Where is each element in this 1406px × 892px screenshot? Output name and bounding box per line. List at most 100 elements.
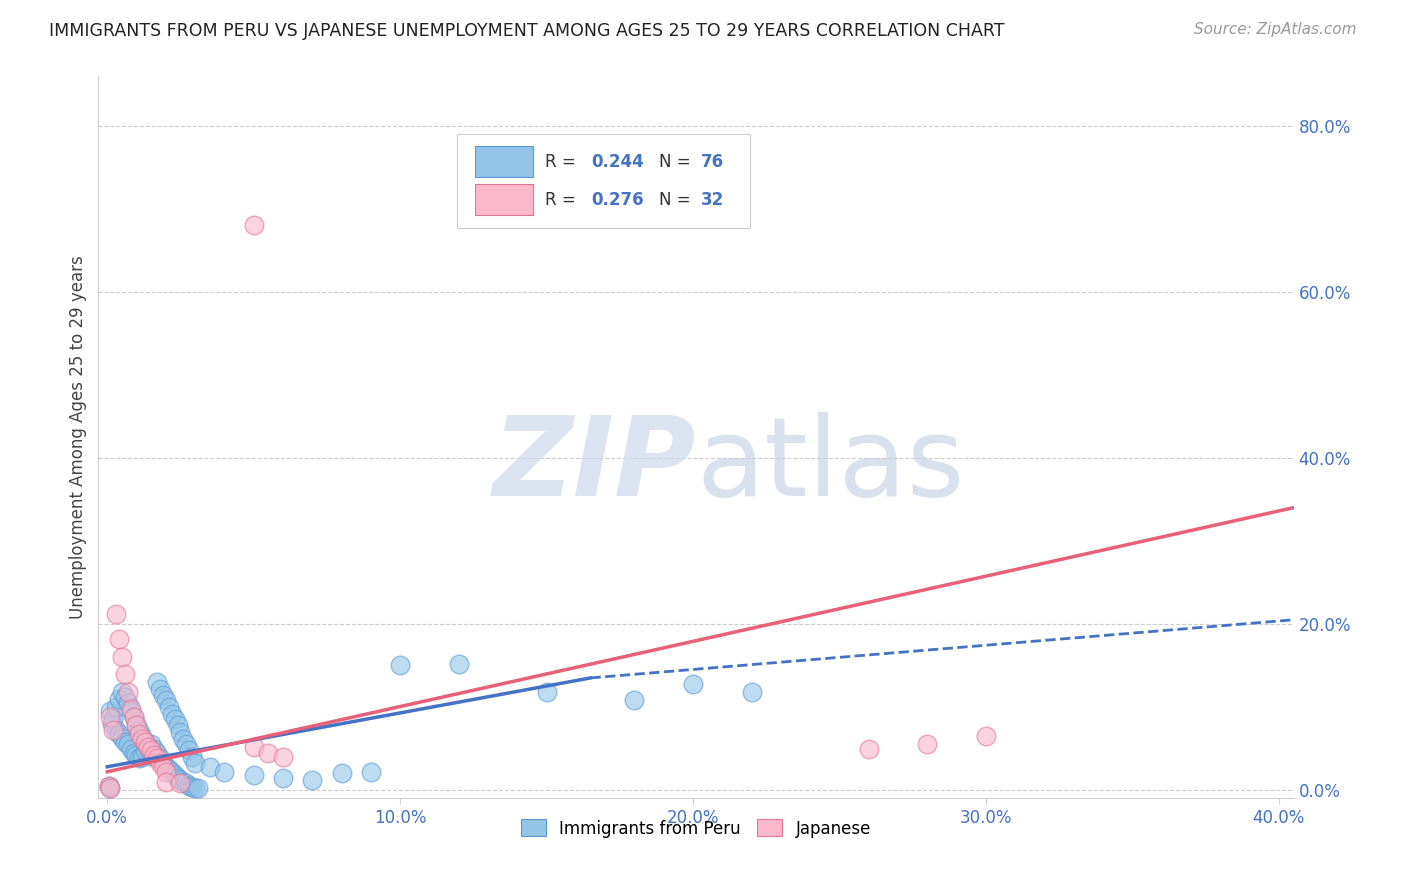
Point [111, 685, 134, 699]
Text: Source: ZipAtlas.com: Source: ZipAtlas.com [1194, 22, 1357, 37]
Point [360, 764, 382, 779]
Point [100, 716, 122, 731]
Point [389, 658, 412, 673]
Point [143, 741, 166, 756]
Point [108, 632, 131, 646]
Text: N =: N = [659, 153, 696, 170]
Text: 0.276: 0.276 [591, 191, 644, 209]
Text: R =: R = [546, 153, 582, 170]
Point [114, 666, 136, 681]
Point [146, 751, 169, 765]
Point [447, 657, 470, 671]
Text: N =: N = [659, 191, 696, 209]
FancyBboxPatch shape [457, 134, 749, 227]
Point [155, 693, 177, 707]
Point [111, 650, 134, 665]
Point [184, 780, 207, 795]
Point [122, 710, 145, 724]
Point [122, 746, 145, 760]
Point [143, 748, 166, 763]
Point [120, 701, 142, 715]
Point [179, 743, 201, 757]
Legend: Immigrants from Peru, Japanese: Immigrants from Peru, Japanese [515, 813, 877, 844]
Point [149, 756, 172, 771]
Point [257, 746, 280, 760]
Point [157, 762, 180, 776]
Point [152, 760, 174, 774]
Point [141, 737, 163, 751]
Point [117, 737, 139, 751]
Text: 0.244: 0.244 [591, 153, 644, 170]
Point [623, 693, 645, 707]
Point [141, 743, 163, 757]
Point [155, 774, 177, 789]
Point [101, 723, 124, 738]
Point [155, 760, 177, 774]
Point [160, 764, 183, 779]
FancyBboxPatch shape [475, 185, 533, 215]
Point [242, 768, 264, 782]
Point [172, 731, 194, 746]
Point [271, 749, 294, 764]
FancyBboxPatch shape [475, 146, 533, 177]
Point [125, 718, 148, 732]
Text: 76: 76 [700, 153, 724, 170]
Point [157, 700, 180, 714]
Text: 32: 32 [700, 191, 724, 209]
Point [117, 696, 139, 710]
Point [166, 771, 188, 785]
Point [214, 764, 236, 779]
Point [128, 723, 150, 738]
Point [741, 685, 763, 699]
Point [166, 718, 188, 732]
Point [131, 729, 153, 743]
Point [131, 731, 153, 746]
Point [98, 780, 121, 795]
Point [152, 688, 174, 702]
Point [271, 771, 294, 785]
Point [301, 773, 323, 788]
Point [163, 713, 186, 727]
Point [149, 681, 172, 696]
Point [105, 700, 127, 714]
Point [125, 748, 148, 763]
Point [169, 773, 191, 788]
Point [134, 735, 156, 749]
Point [122, 710, 145, 724]
Point [242, 219, 264, 233]
Point [114, 735, 136, 749]
Point [105, 607, 127, 621]
Point [97, 779, 120, 793]
Point [105, 723, 127, 738]
Point [146, 746, 169, 760]
Point [163, 768, 186, 782]
Text: atlas: atlas [696, 412, 965, 519]
Point [174, 737, 197, 751]
Point [97, 779, 120, 793]
Point [114, 690, 136, 704]
Text: IMMIGRANTS FROM PERU VS JAPANESE UNEMPLOYMENT AMONG AGES 25 TO 29 YEARS CORRELAT: IMMIGRANTS FROM PERU VS JAPANESE UNEMPLO… [49, 22, 1005, 40]
Point [120, 704, 142, 718]
Point [136, 739, 159, 754]
Point [187, 781, 209, 796]
Point [146, 675, 169, 690]
Point [858, 741, 880, 756]
Point [108, 691, 131, 706]
Point [128, 726, 150, 740]
Point [136, 739, 159, 754]
Point [184, 756, 207, 771]
Point [536, 685, 558, 699]
Point [174, 776, 197, 790]
Point [141, 746, 163, 760]
Text: ZIP: ZIP [492, 412, 696, 519]
Point [117, 685, 139, 699]
Point [98, 704, 121, 718]
Point [111, 731, 134, 745]
Point [169, 776, 191, 790]
Point [155, 764, 177, 779]
Point [169, 725, 191, 739]
Point [181, 749, 204, 764]
Point [125, 716, 148, 731]
Point [149, 751, 172, 765]
Point [108, 726, 131, 740]
